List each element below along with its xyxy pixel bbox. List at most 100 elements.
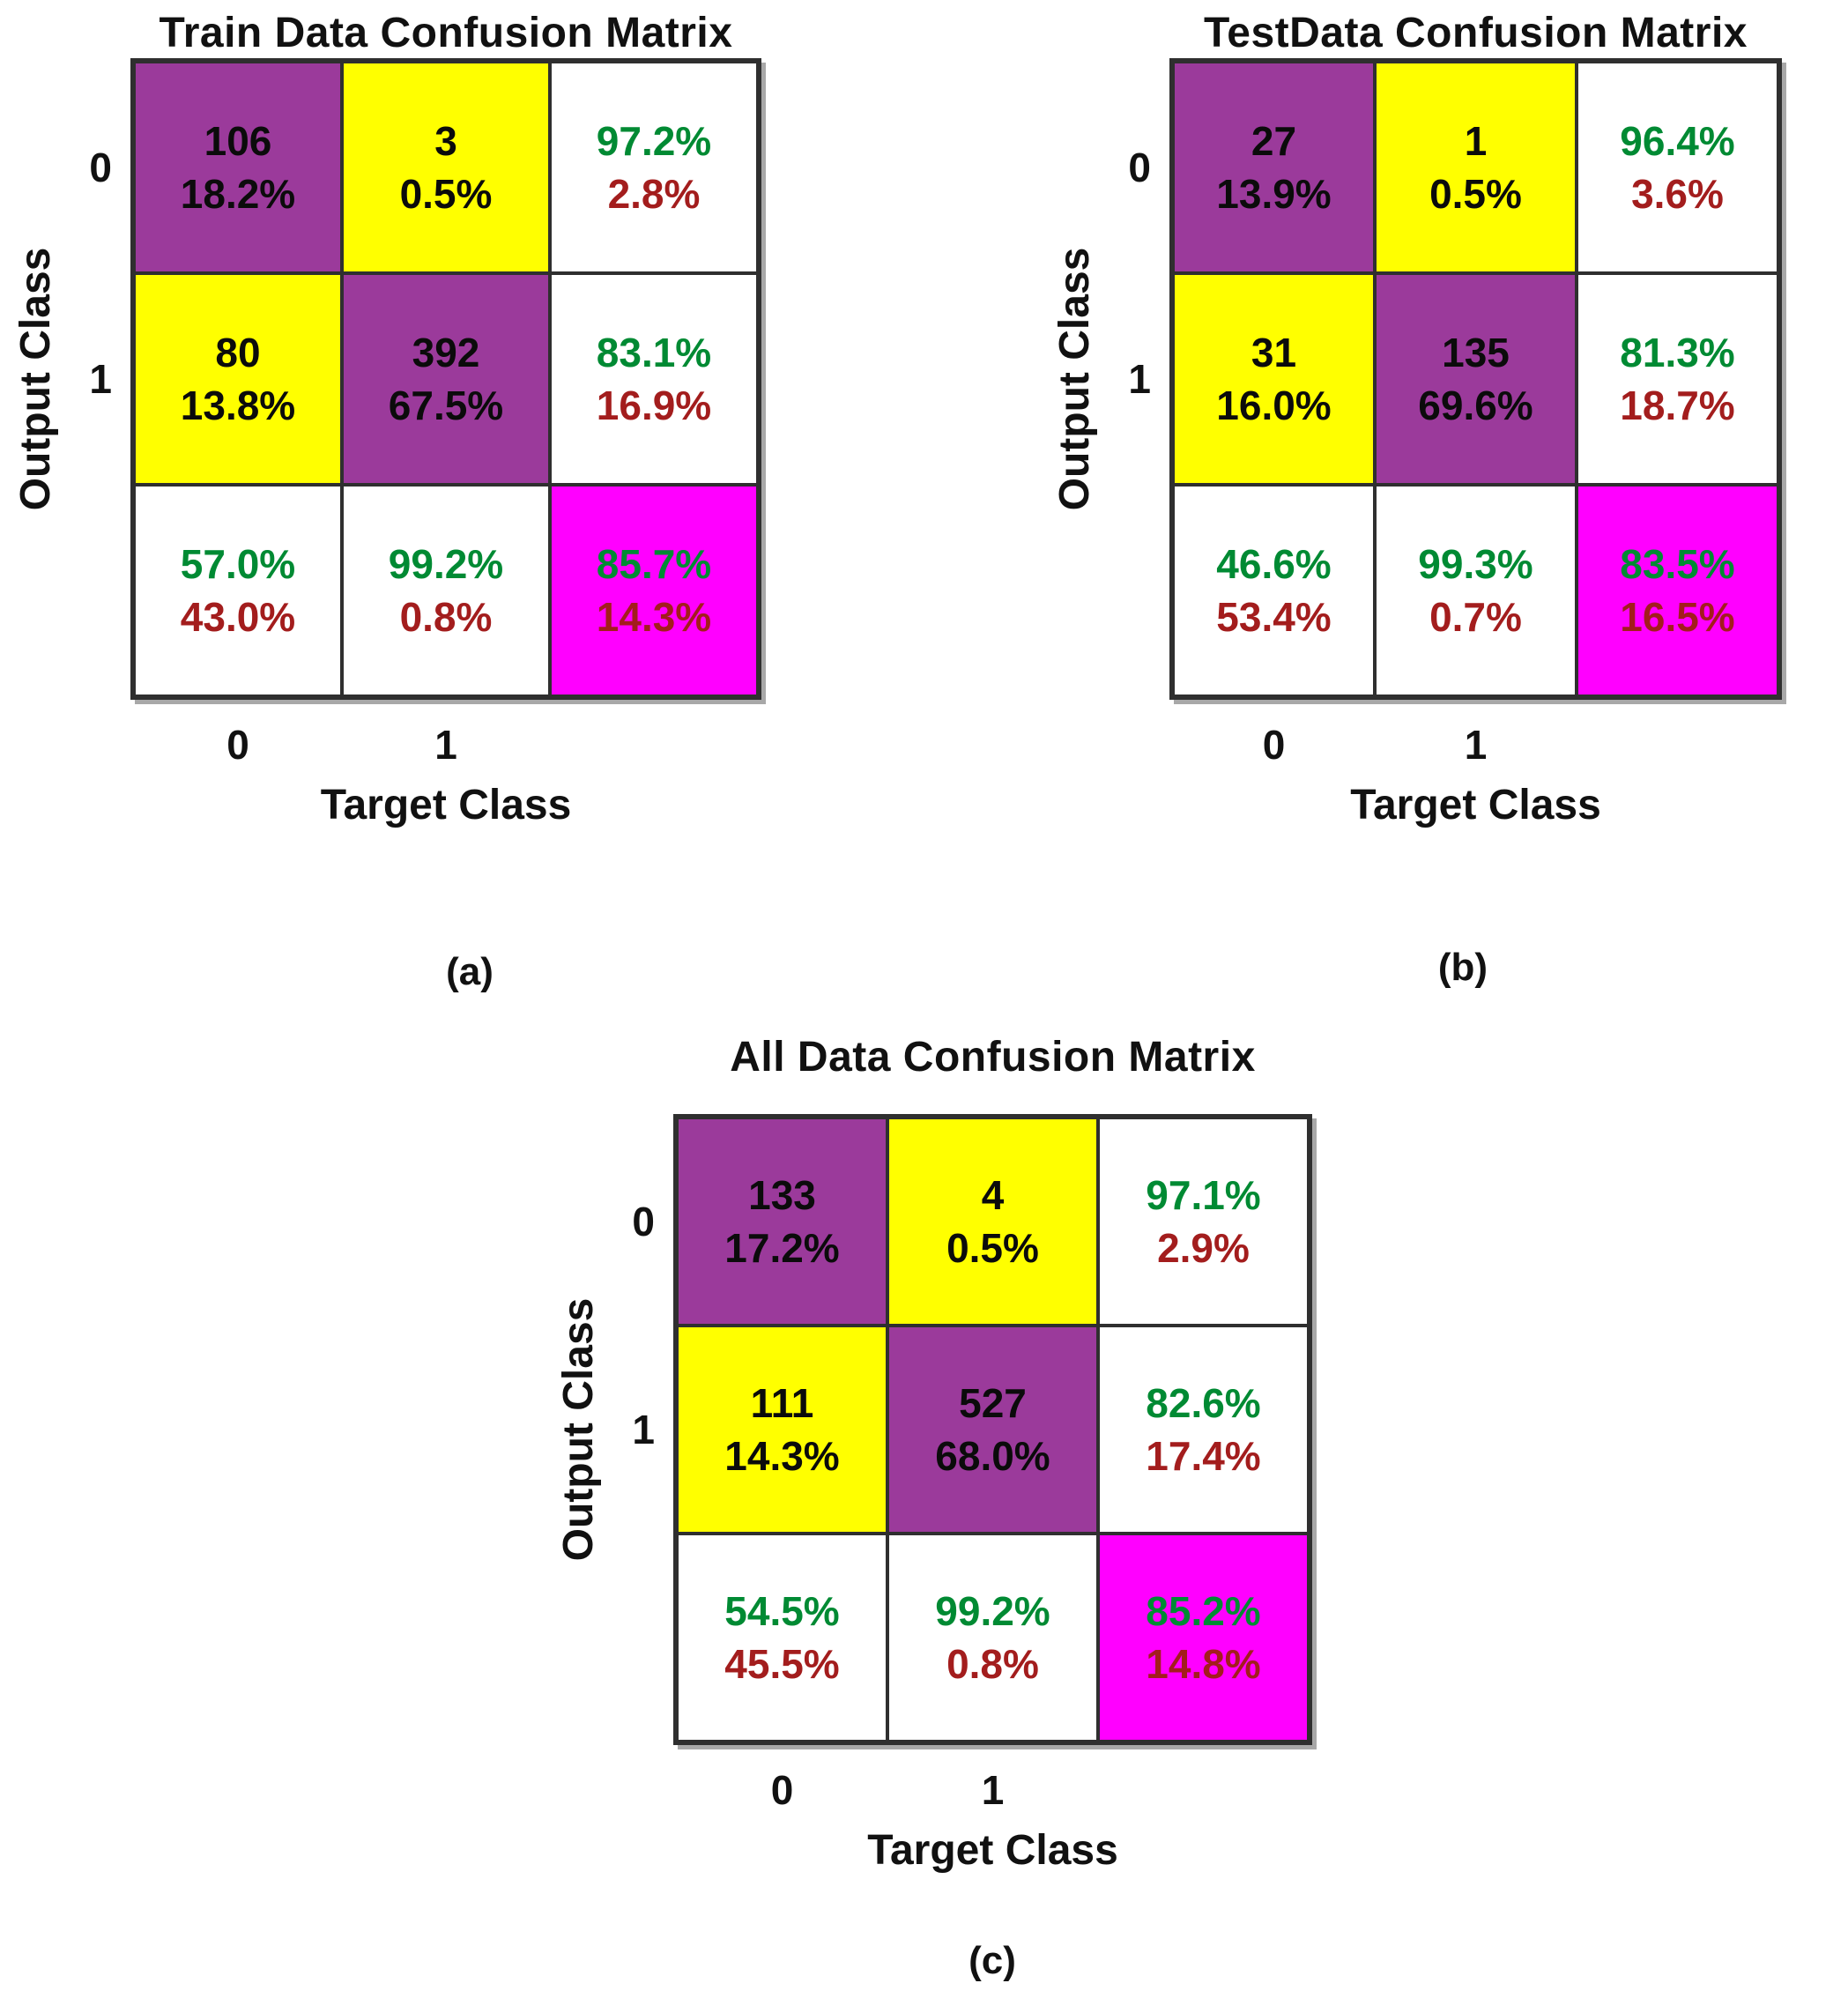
cell-value-top: 46.6% <box>1216 540 1332 587</box>
panel-a-cell-r0c1: 3 0.5% <box>342 62 550 273</box>
panel-c-cell-r1c1: 527 68.0% <box>887 1326 1098 1534</box>
cell-value-top: 31 <box>1251 329 1297 375</box>
panel-c-title: All Data Confusion Matrix <box>730 1034 1256 1081</box>
cell-value-bottom: 0.5% <box>399 171 493 217</box>
panel-c-y-tick-1: 1 <box>632 1407 655 1452</box>
cell-value-bottom: 45.5% <box>724 1641 840 1687</box>
cell-value-bottom: 17.4% <box>1146 1433 1261 1479</box>
cell-value-bottom: 17.2% <box>724 1225 840 1271</box>
cell-value-top: 83.5% <box>1620 540 1735 587</box>
panel-c-cell-r2c2: 85.2% 14.8% <box>1098 1534 1309 1742</box>
panel-b-letter-label: (b) <box>1437 946 1488 989</box>
cell-value-top: 1 <box>1464 117 1488 164</box>
panel-c-cell-r2c0: 54.5% 45.5% <box>677 1534 887 1742</box>
panel-b-cell-r2c2: 83.5% 16.5% <box>1577 485 1778 696</box>
cell-value-bottom: 3.6% <box>1631 171 1724 217</box>
panel-a-cell-r0c2: 97.2% 2.8% <box>550 62 758 273</box>
cell-value-bottom: 2.8% <box>607 171 701 217</box>
panel-a-y-axis-label: Output Class <box>11 247 59 511</box>
panel-b-cell-r1c2: 81.3% 18.7% <box>1577 273 1778 485</box>
panel-a-y-tick-0: 0 <box>89 145 112 190</box>
cell-value-bottom: 0.7% <box>1429 594 1522 640</box>
panel-c-y-axis-label: Output Class <box>554 1297 602 1562</box>
panel-b-cell-r0c0: 27 13.9% <box>1173 62 1375 273</box>
cell-value-bottom: 18.7% <box>1620 383 1735 428</box>
cell-value-top: 133 <box>748 1171 816 1218</box>
cell-value-top: 96.4% <box>1620 117 1735 164</box>
panel-a-cell-r1c0: 80 13.8% <box>134 273 342 485</box>
cell-value-bottom: 0.8% <box>946 1641 1039 1687</box>
panel-c-y-tick-0: 0 <box>632 1199 655 1244</box>
panel-b-cell-r2c1: 99.3% 0.7% <box>1375 485 1577 696</box>
cell-value-top: 99.3% <box>1418 540 1533 587</box>
panel-b-cell-r1c1: 135 69.6% <box>1375 273 1577 485</box>
panel-a-x-tick-1: 1 <box>434 722 457 768</box>
cell-value-bottom: 13.8% <box>180 383 296 428</box>
cell-value-top: 3 <box>434 117 457 164</box>
cell-value-bottom: 13.9% <box>1216 171 1332 217</box>
cell-value-top: 97.2% <box>596 117 712 164</box>
cell-value-bottom: 0.5% <box>946 1225 1039 1271</box>
panel-a-cell-r2c0: 57.0% 43.0% <box>134 485 342 696</box>
cell-value-top: 81.3% <box>1620 329 1735 375</box>
panel-a-cell-r2c1: 99.2% 0.8% <box>342 485 550 696</box>
cell-value-top: 135 <box>1442 329 1510 375</box>
cell-value-top: 57.0% <box>180 540 296 587</box>
panel-b-cell-r0c1: 1 0.5% <box>1375 62 1577 273</box>
cell-value-top: 80 <box>215 329 261 375</box>
cell-value-bottom: 14.3% <box>724 1433 840 1479</box>
cell-value-bottom: 68.0% <box>935 1433 1050 1479</box>
cell-value-top: 527 <box>959 1379 1027 1426</box>
panel-b-x-axis-label: Target Class <box>1350 782 1601 828</box>
cell-value-top: 27 <box>1251 117 1297 164</box>
cell-value-bottom: 16.0% <box>1216 383 1332 428</box>
panel-b-cell-r1c0: 31 16.0% <box>1173 273 1375 485</box>
panel-a-cell-r0c0: 106 18.2% <box>134 62 342 273</box>
panel-a-x-tick-0: 0 <box>226 722 249 768</box>
cell-value-bottom: 53.4% <box>1216 594 1332 640</box>
panel-b-title: TestData Confusion Matrix <box>1204 10 1748 56</box>
cell-value-bottom: 0.5% <box>1429 171 1522 217</box>
cell-value-top: 83.1% <box>596 329 712 375</box>
cell-value-bottom: 18.2% <box>180 171 296 217</box>
cell-value-top: 4 <box>981 1171 1005 1218</box>
cell-value-top: 97.1% <box>1146 1171 1261 1218</box>
panel-a-title: Train Data Confusion Matrix <box>159 10 733 56</box>
panel-b-cell-r2c0: 46.6% 53.4% <box>1173 485 1375 696</box>
cell-value-top: 85.7% <box>596 540 712 587</box>
panel-c-x-tick-1: 1 <box>981 1767 1005 1813</box>
panel-a-y-tick-1: 1 <box>89 356 112 402</box>
panel-c-cell-r1c2: 82.6% 17.4% <box>1098 1326 1309 1534</box>
panel-c-letter-label: (c) <box>969 1939 1016 1982</box>
cell-value-bottom: 43.0% <box>180 594 296 640</box>
cell-value-bottom: 14.8% <box>1146 1641 1261 1687</box>
cell-value-bottom: 0.8% <box>399 594 493 640</box>
panel-c-cell-r1c0: 111 14.3% <box>677 1326 887 1534</box>
cell-value-bottom: 69.6% <box>1418 383 1533 428</box>
panel-c-cell-r2c1: 99.2% 0.8% <box>887 1534 1098 1742</box>
panel-c-cell-r0c2: 97.1% 2.9% <box>1098 1118 1309 1326</box>
cell-value-top: 82.6% <box>1146 1379 1261 1426</box>
panel-a-cell-r1c1: 392 67.5% <box>342 273 550 485</box>
panel-a-x-axis-label: Target Class <box>320 782 572 828</box>
panel-a-cell-r2c2: 85.7% 14.3% <box>550 485 758 696</box>
cell-value-top: 111 <box>750 1379 814 1426</box>
cell-value-bottom: 67.5% <box>388 383 504 428</box>
panel-c-cell-r0c0: 133 17.2% <box>677 1118 887 1326</box>
cell-value-top: 99.2% <box>935 1587 1050 1634</box>
panel-b-x-tick-1: 1 <box>1464 722 1488 768</box>
cell-value-top: 392 <box>412 329 480 375</box>
cell-value-bottom: 16.5% <box>1620 594 1735 640</box>
cell-value-top: 99.2% <box>388 540 504 587</box>
panel-b-y-tick-1: 1 <box>1128 356 1151 402</box>
cell-value-bottom: 2.9% <box>1157 1225 1250 1271</box>
cell-value-top: 106 <box>204 117 272 164</box>
panel-c-cell-r0c1: 4 0.5% <box>887 1118 1098 1326</box>
panel-c-x-tick-0: 0 <box>770 1767 794 1813</box>
panel-b-y-tick-0: 0 <box>1128 145 1151 190</box>
panel-b-x-tick-0: 0 <box>1262 722 1286 768</box>
cell-value-bottom: 14.3% <box>596 594 712 640</box>
panel-c-x-axis-label: Target Class <box>867 1827 1118 1874</box>
cell-value-top: 85.2% <box>1146 1587 1261 1634</box>
